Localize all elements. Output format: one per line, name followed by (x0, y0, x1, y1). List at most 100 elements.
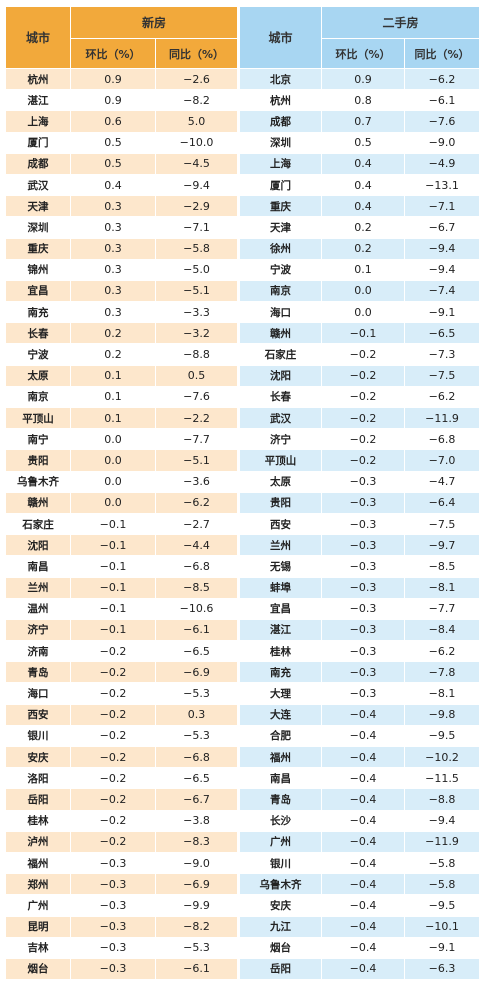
table-row: 兰州 −0.3 −9.7 (239, 534, 480, 557)
yoy-cell: −7.1 (404, 195, 480, 218)
mom-cell: −0.1 (70, 555, 156, 578)
city-cell: 湛江 (239, 618, 322, 642)
table-row: 大理 −0.3 −8.1 (239, 682, 480, 705)
yoy-cell: −10.1 (404, 915, 480, 938)
city-cell: 广州 (239, 830, 322, 853)
mom-cell: −0.4 (321, 703, 405, 726)
city-cell: 宜昌 (5, 279, 71, 303)
yoy-cell: 0.3 (155, 703, 238, 726)
city-cell: 安庆 (239, 894, 322, 917)
yoy-cell: −3.3 (155, 301, 238, 324)
table-row: 南京 0.0 −7.4 (239, 279, 480, 303)
mom-cell: 0.1 (70, 385, 156, 409)
new-home-table-body: 杭州 0.9 −2.6 湛江 0.9 −8.2 上海 0.6 5.0 厦门 0.5 −10.0 成都 0.… (5, 67, 238, 981)
city-cell: 宁波 (239, 258, 322, 281)
mom-cell: −0.2 (70, 767, 156, 790)
yoy-cell: −13.1 (404, 173, 480, 197)
mom-cell: 0.2 (321, 237, 405, 260)
city-cell: 西安 (5, 703, 71, 726)
table-row: 桂林 −0.2 −3.8 (5, 809, 238, 832)
city-cell: 南充 (5, 301, 71, 324)
table-row: 成都 0.5 −4.5 (5, 152, 238, 175)
mom-cell: −0.3 (321, 682, 405, 705)
city-cell: 武汉 (5, 173, 71, 197)
mom-cell: −0.2 (70, 830, 156, 853)
yoy-cell: −4.5 (155, 152, 238, 175)
city-cell: 兰州 (239, 534, 322, 557)
table-row: 太原 −0.3 −4.7 (239, 470, 480, 493)
yoy-cell: −11.5 (404, 767, 480, 790)
yoy-cell: −9.9 (155, 894, 238, 917)
mom-cell: 0.4 (321, 173, 405, 197)
yoy-cell: −5.3 (155, 682, 238, 705)
table-row: 长沙 −0.4 −9.4 (239, 809, 480, 832)
city-cell: 泸州 (5, 830, 71, 853)
table-row: 厦门 0.4 −13.1 (239, 173, 480, 197)
yoy-cell: −9.4 (404, 237, 480, 260)
table-row: 南宁 0.0 −7.7 (5, 428, 238, 451)
table-row: 银川 −0.2 −5.3 (5, 724, 238, 748)
table-row: 海口 −0.2 −5.3 (5, 682, 238, 705)
mom-cell: 0.3 (70, 258, 156, 281)
yoy-cell: −8.5 (155, 576, 238, 599)
city-cell: 桂林 (5, 809, 71, 832)
yoy-cell: −6.4 (404, 491, 480, 514)
table-row: 平顶山 −0.2 −7.0 (239, 449, 480, 472)
table-row: 杭州 0.9 −2.6 (5, 67, 238, 91)
table-row: 北京 0.9 −6.2 (239, 67, 480, 91)
mom-cell: 0.1 (70, 406, 156, 430)
city-cell: 大连 (239, 703, 322, 726)
mom-cell: −0.4 (321, 745, 405, 769)
table-row: 大连 −0.4 −9.8 (239, 703, 480, 726)
city-cell: 青岛 (239, 788, 322, 811)
mom-cell: −0.3 (321, 640, 405, 663)
mom-cell: −0.3 (70, 894, 156, 917)
city-cell: 南充 (239, 661, 322, 684)
city-cell: 徐州 (239, 237, 322, 260)
table-row: 平顶山 0.1 −2.2 (5, 406, 238, 430)
mom-cell: −0.3 (321, 534, 405, 557)
yoy-cell: −5.3 (155, 724, 238, 748)
yoy-cell: −4.7 (404, 470, 480, 493)
yoy-cell: −8.3 (155, 830, 238, 853)
mom-cell: 0.5 (70, 131, 156, 154)
table-row: 银川 −0.4 −5.8 (239, 851, 480, 875)
yoy-cell: −5.1 (155, 279, 238, 303)
city-cell: 平顶山 (239, 449, 322, 472)
city-cell: 乌鲁木齐 (5, 470, 71, 493)
yoy-cell: −6.5 (155, 640, 238, 663)
city-cell: 上海 (5, 110, 71, 133)
city-cell: 赣州 (5, 491, 71, 514)
yoy-cell: −6.8 (155, 555, 238, 578)
mom-cell: 0.5 (70, 152, 156, 175)
table-row: 贵阳 −0.3 −6.4 (239, 491, 480, 514)
table-row: 石家庄 −0.2 −7.3 (239, 343, 480, 366)
yoy-cell: −9.8 (404, 703, 480, 726)
table-row: 成都 0.7 −7.6 (239, 110, 480, 133)
city-cell: 重庆 (5, 237, 71, 260)
city-cell: 杭州 (5, 67, 71, 91)
mom-cell: −0.2 (70, 661, 156, 684)
table-row: 重庆 0.4 −7.1 (239, 195, 480, 218)
city-header: 城市 (239, 6, 322, 69)
city-cell: 南昌 (5, 555, 71, 578)
table-row: 洛阳 −0.2 −6.5 (5, 767, 238, 790)
city-cell: 桂林 (239, 640, 322, 663)
mom-cell: −0.3 (70, 936, 156, 959)
city-cell: 平顶山 (5, 406, 71, 430)
city-header: 城市 (5, 6, 71, 69)
mom-cell: −0.4 (321, 873, 405, 896)
mom-cell: −0.3 (321, 661, 405, 684)
city-cell: 湛江 (5, 89, 71, 112)
city-cell: 南宁 (5, 428, 71, 451)
city-cell: 银川 (5, 724, 71, 748)
yoy-cell: −8.2 (155, 915, 238, 938)
yoy-cell: −6.8 (404, 428, 480, 451)
mom-cell: −0.1 (70, 534, 156, 557)
city-cell: 福州 (5, 851, 71, 875)
yoy-cell: −7.7 (404, 597, 480, 620)
mom-cell: 0.1 (321, 258, 405, 281)
mom-cell: −0.3 (70, 873, 156, 896)
table-row: 武汉 −0.2 −11.9 (239, 406, 480, 430)
